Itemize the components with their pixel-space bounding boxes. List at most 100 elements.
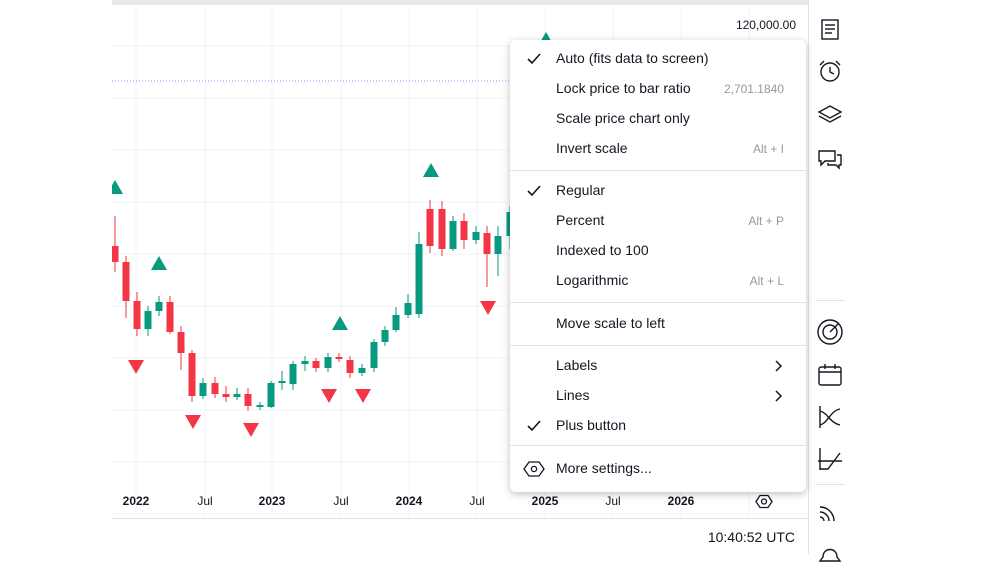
price-scale-top-label: 120,000.00 [735, 18, 796, 32]
menu-item-label: Logarithmic [556, 272, 629, 288]
menu-separator [510, 345, 806, 346]
price-bar-ratio-value: 2,701.1840 [723, 82, 784, 96]
right-toolbar [808, 0, 852, 562]
candle-down [346, 360, 354, 373]
scale-settings-icon[interactable] [755, 493, 773, 516]
candle-up [233, 394, 241, 397]
candle-down [483, 233, 491, 254]
candle-down [426, 209, 434, 246]
bottom-bar: 10:40:52 UTC [112, 518, 851, 555]
candle-down [222, 394, 230, 397]
candle-up [404, 303, 412, 315]
candle-down [244, 394, 252, 406]
shortcut-hint: Alt + P [748, 214, 784, 228]
menu-item-label: Lines [556, 387, 590, 403]
candle-up [358, 368, 366, 373]
buy-signal-marker [112, 180, 123, 194]
candle-up [256, 405, 264, 407]
time-tick: 2023 [258, 494, 286, 508]
alarm-clock-icon[interactable] [813, 54, 847, 88]
menu-separator [510, 170, 806, 171]
candle-up [267, 383, 275, 407]
candle-down [177, 332, 185, 353]
menu-item-lock-price-ratio[interactable]: Lock price to bar ratio 2,701.1840 [510, 74, 806, 104]
chevron-right-icon [774, 389, 784, 408]
buy-signal-marker [151, 256, 167, 270]
menu-item-auto-scale[interactable]: Auto (fits data to screen) [510, 44, 806, 74]
menu-item-plus-button[interactable]: Plus button [510, 411, 806, 441]
crossover-icon[interactable] [813, 400, 847, 434]
top-border [112, 0, 851, 5]
candle-up [370, 342, 378, 368]
menu-item-label: Scale price chart only [556, 110, 690, 126]
toolbar-divider [815, 300, 845, 301]
menu-item-label: More settings... [556, 460, 652, 476]
menu-item-percent[interactable]: Percent Alt + P [510, 206, 806, 236]
time-tick: Jul [333, 494, 349, 508]
candle-down [112, 246, 119, 262]
chat-icon[interactable] [813, 142, 847, 176]
menu-item-lines[interactable]: Lines [510, 381, 806, 411]
candle-down [166, 302, 174, 332]
candle-up [155, 302, 163, 311]
candle-up [381, 330, 389, 342]
clock[interactable]: 10:40:52 UTC [707, 529, 795, 545]
candle-down [188, 353, 196, 396]
time-tick: Jul [469, 494, 485, 508]
calendar-icon[interactable] [813, 358, 847, 392]
menu-item-label: Lock price to bar ratio [556, 80, 691, 96]
candle-up [449, 221, 457, 249]
price-scale-context-menu: Auto (fits data to screen) Lock price to … [510, 40, 806, 492]
candle-up [301, 361, 309, 364]
sell-signal-marker [480, 301, 496, 315]
sell-signal-marker [128, 360, 144, 374]
menu-item-regular[interactable]: Regular [510, 176, 806, 206]
toolbar-divider [815, 484, 845, 485]
menu-item-logarithmic[interactable]: Logarithmic Alt + L [510, 266, 806, 296]
checkmark-icon [526, 51, 542, 72]
candle-up [144, 311, 152, 329]
menu-item-label: Regular [556, 182, 606, 198]
menu-separator [510, 302, 806, 303]
checkmark-icon [526, 418, 542, 439]
menu-item-labels[interactable]: Labels [510, 351, 806, 381]
menu-item-scale-price-only[interactable]: Scale price chart only [510, 104, 806, 134]
candle-up [289, 364, 297, 384]
menu-item-label: Percent [556, 212, 605, 228]
time-tick: 2022 [122, 494, 150, 508]
candle-up [472, 232, 480, 240]
candle-up [278, 381, 286, 383]
candle-up [324, 357, 332, 368]
candle-down [133, 301, 141, 329]
shortcut-hint: Alt + I [752, 142, 784, 156]
target-icon[interactable] [813, 315, 847, 349]
menu-item-more-settings[interactable]: More settings... [510, 454, 806, 484]
chart-line-icon[interactable] [813, 442, 847, 476]
menu-item-indexed-to-100[interactable]: Indexed to 100 [510, 236, 806, 266]
menu-item-label: Labels [556, 357, 598, 373]
time-tick: Jul [605, 494, 621, 508]
sell-signal-marker [243, 423, 259, 437]
candle-up [199, 383, 207, 396]
menu-item-label: Indexed to 100 [556, 242, 649, 258]
notification-icon[interactable] [813, 536, 847, 570]
candle-down [335, 357, 343, 359]
layers-icon[interactable] [813, 98, 847, 132]
buy-signal-marker [423, 163, 439, 177]
settings-icon [523, 460, 545, 483]
candle-up [392, 315, 400, 330]
menu-item-label: Auto (fits data to screen) [556, 50, 709, 66]
menu-separator [510, 445, 806, 446]
buy-signal-marker [332, 316, 348, 330]
menu-item-move-scale-left[interactable]: Move scale to left [510, 309, 806, 339]
time-tick: 2025 [531, 494, 559, 508]
chevron-right-icon [774, 359, 784, 378]
menu-item-invert-scale[interactable]: Invert scale Alt + I [510, 134, 806, 164]
time-axis[interactable]: 2022 Jul 2023 Jul 2024 Jul 2025 Jul 2026 [112, 494, 808, 518]
sell-signal-marker [321, 389, 337, 403]
candle-down [211, 383, 219, 394]
candle-down [438, 209, 446, 249]
signal-icon[interactable] [813, 494, 847, 528]
time-tick: 2026 [667, 494, 695, 508]
watchlist-icon[interactable] [813, 12, 847, 46]
